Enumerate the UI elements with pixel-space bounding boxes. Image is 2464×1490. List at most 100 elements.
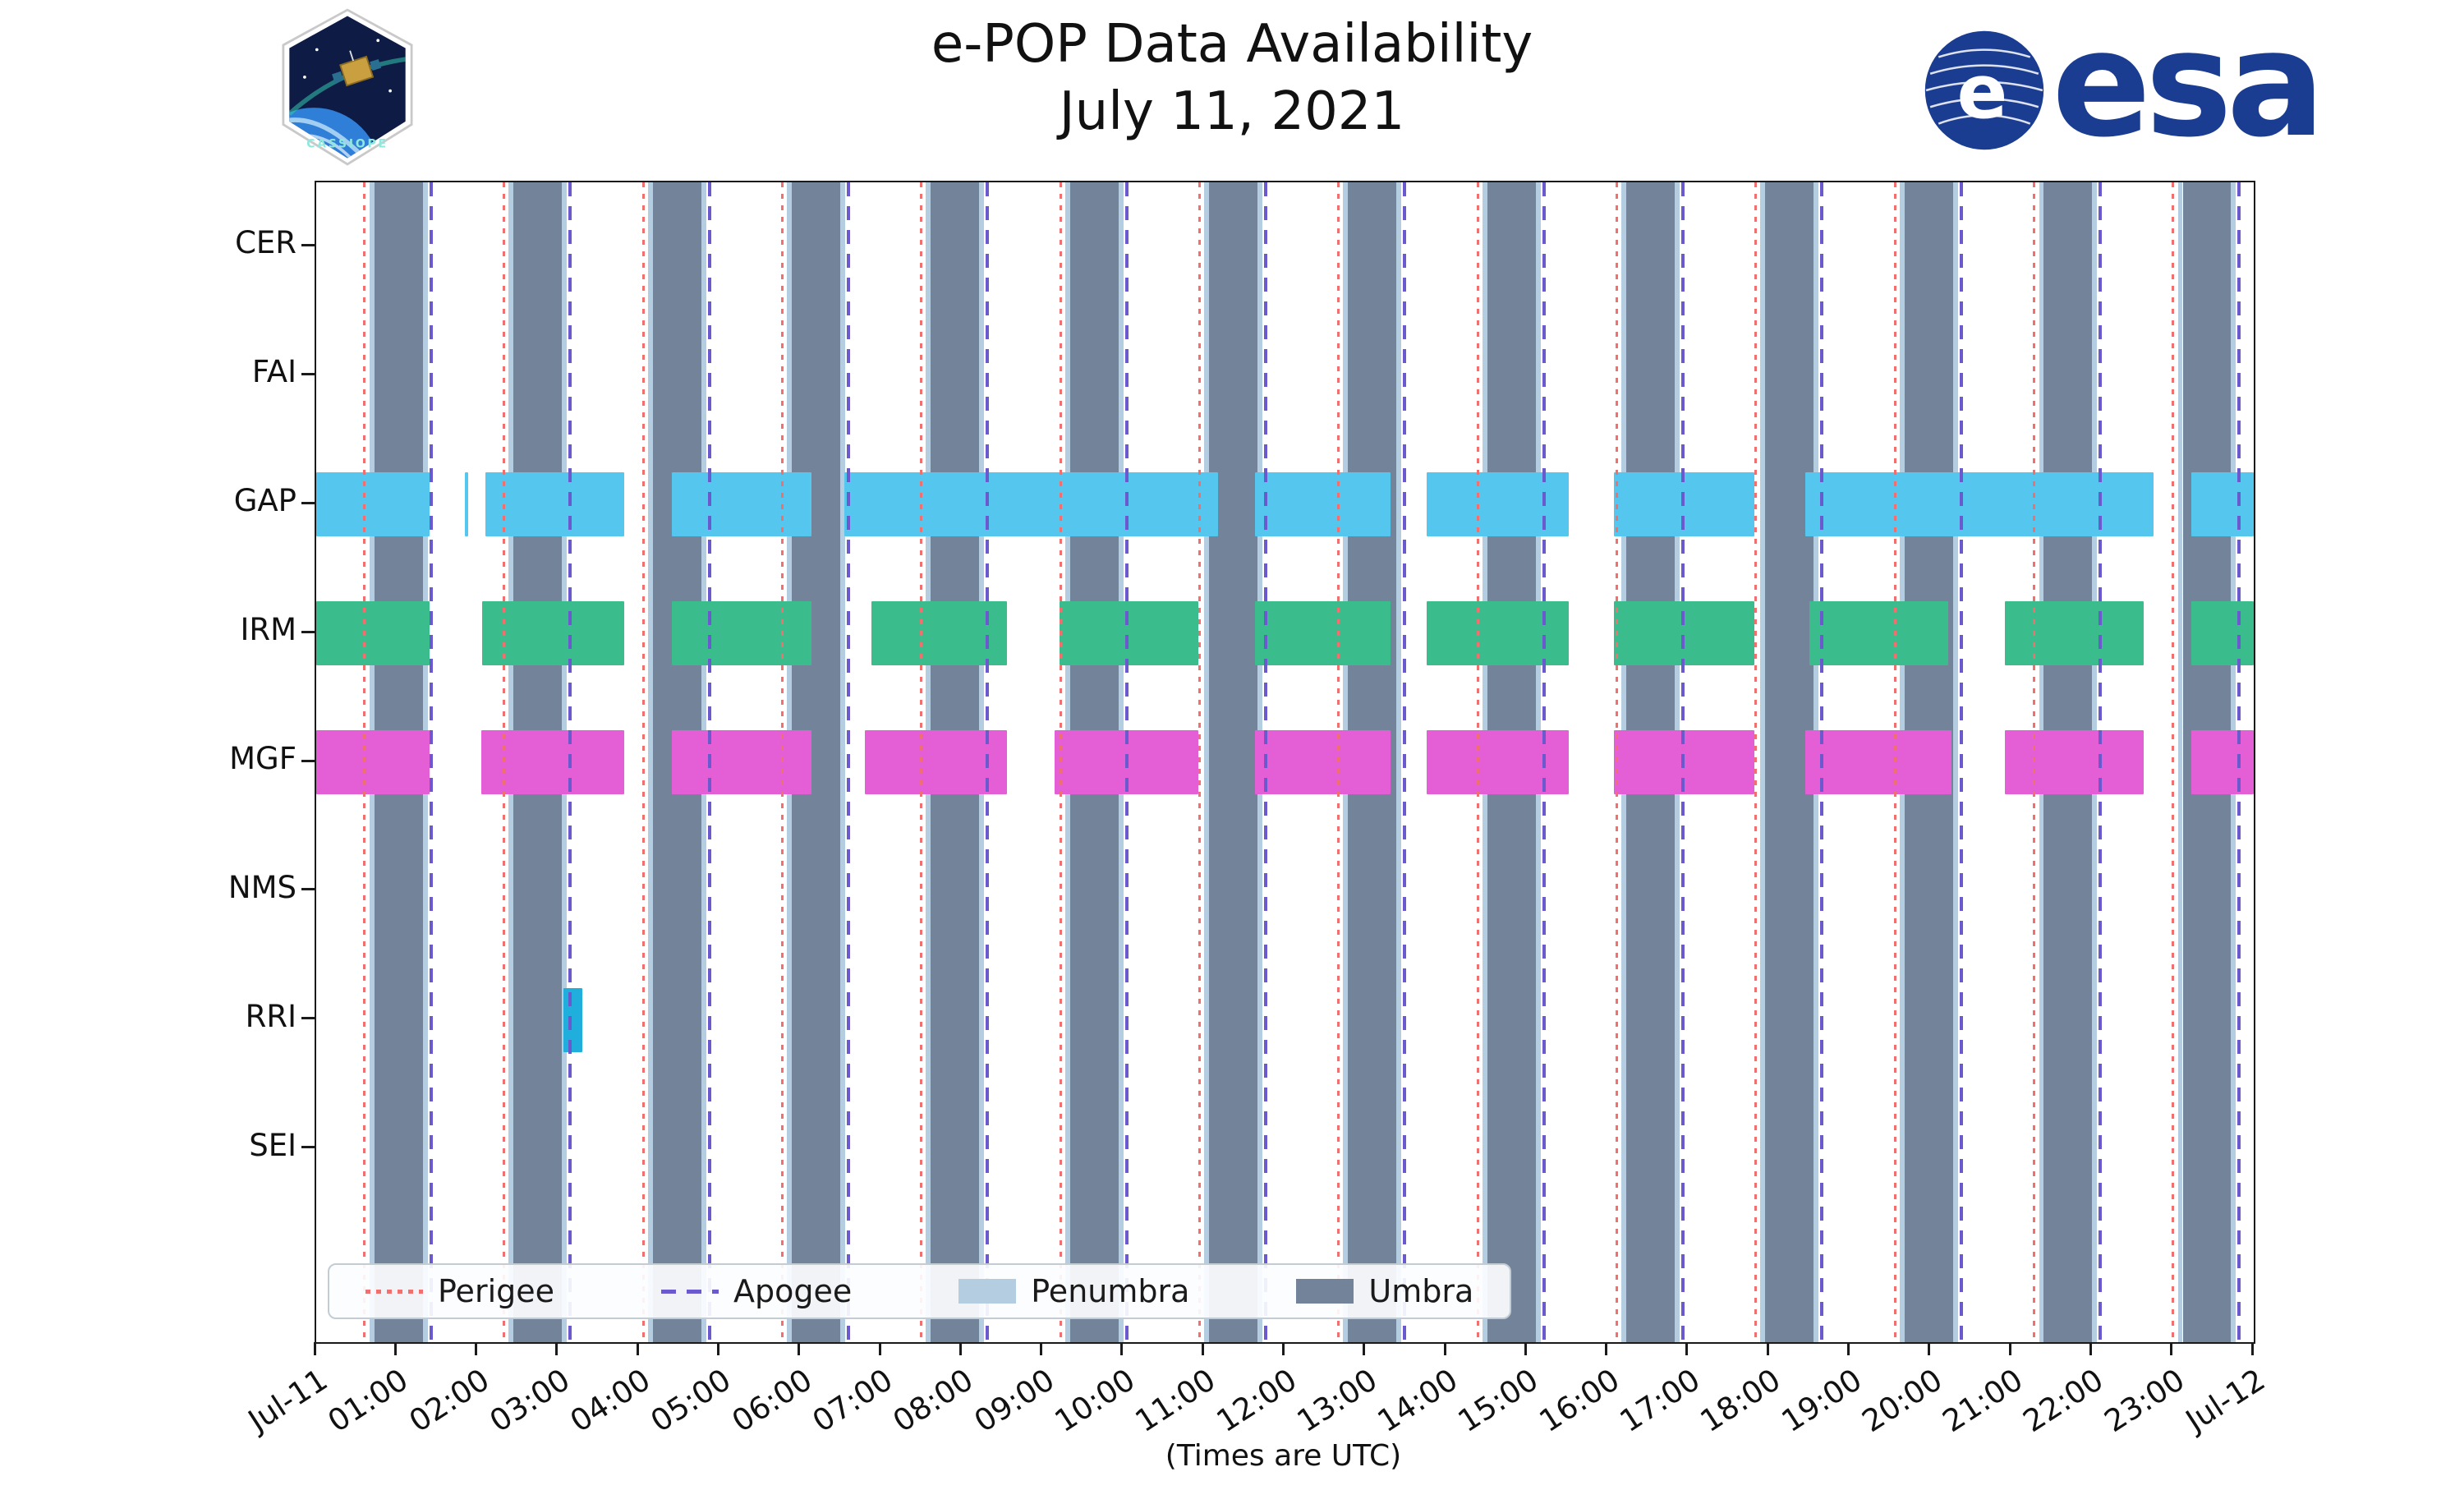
x-tick-mark xyxy=(1847,1342,1850,1355)
x-tick-mark xyxy=(1685,1342,1689,1355)
plot-area: Perigee Apogee Penumbra Umbra xyxy=(315,181,2255,1344)
availability-bar-gap xyxy=(672,472,811,537)
perigee-line xyxy=(502,182,505,1342)
esa-logo: e esa xyxy=(1922,11,2325,158)
x-tick-mark xyxy=(1363,1342,1366,1355)
x-tick-mark xyxy=(1605,1342,1608,1355)
x-tick-mark xyxy=(958,1342,962,1355)
x-tick-mark xyxy=(393,1342,397,1355)
y-tick-label: RRI xyxy=(245,998,297,1034)
legend-label: Penumbra xyxy=(1031,1273,1190,1309)
cassiope-mission-patch: CASSIOPE xyxy=(271,7,424,171)
y-tick-label: CER xyxy=(235,225,297,261)
apogee-line xyxy=(1681,182,1685,1342)
x-tick-mark xyxy=(878,1342,881,1355)
legend-swatch-dashed-line xyxy=(661,1289,719,1294)
availability-bar-irm xyxy=(1809,601,1949,666)
y-tick-mark xyxy=(301,243,315,246)
x-tick-mark xyxy=(1524,1342,1527,1355)
availability-bar-gap xyxy=(1805,472,2154,537)
perigee-line xyxy=(1894,182,1897,1342)
availability-bar-gap xyxy=(464,472,468,537)
x-tick-mark xyxy=(1443,1342,1446,1355)
y-tick-label: SEI xyxy=(249,1127,297,1163)
satellite-icon xyxy=(332,50,382,87)
esa-emblem-icon: e xyxy=(1925,30,2044,150)
penumbra-band xyxy=(1396,182,1402,1342)
x-tick-mark xyxy=(1766,1342,1769,1355)
availability-bar-irm xyxy=(871,601,1008,666)
apogee-line xyxy=(985,182,989,1342)
x-tick-mark xyxy=(1040,1342,1043,1355)
availability-bar-irm xyxy=(672,601,811,666)
availability-bar-irm xyxy=(2191,601,2254,666)
availability-bar-gap xyxy=(316,472,430,537)
penumbra-band xyxy=(1204,182,1210,1342)
x-tick-mark xyxy=(1928,1342,1931,1355)
legend-item: Penumbra xyxy=(958,1273,1189,1309)
apogee-line xyxy=(1960,182,1964,1342)
availability-bar-rri xyxy=(563,987,583,1052)
penumbra-band xyxy=(1760,182,1766,1342)
x-axis-label: (Times are UTC) xyxy=(1165,1439,1402,1473)
x-tick-mark xyxy=(1120,1342,1124,1355)
apogee-line xyxy=(2099,182,2103,1342)
apogee-line xyxy=(1263,182,1267,1342)
legend-item: Umbra xyxy=(1296,1273,1473,1309)
perigee-line xyxy=(780,182,784,1342)
y-tick-label: IRM xyxy=(240,612,297,648)
availability-bar-mgf xyxy=(1427,730,1570,794)
availability-bar-irm xyxy=(2005,601,2145,666)
x-tick-mark xyxy=(2250,1342,2254,1355)
availability-bar-irm xyxy=(316,601,430,666)
legend-swatch-patch xyxy=(958,1279,1017,1304)
availability-bar-irm xyxy=(482,601,625,666)
availability-bar-gap xyxy=(485,472,625,537)
y-tick-label: FAI xyxy=(251,354,297,390)
availability-bar-mgf xyxy=(865,730,1008,794)
x-tick-mark xyxy=(1282,1342,1285,1355)
perigee-line xyxy=(1754,182,1758,1342)
apogee-line xyxy=(707,182,711,1342)
legend-item: Perigee xyxy=(365,1273,554,1309)
penumbra-band xyxy=(1953,182,1959,1342)
availability-bar-mgf xyxy=(1805,730,1952,794)
apogee-line xyxy=(2237,182,2241,1342)
perigee-line xyxy=(2033,182,2036,1342)
x-tick-mark xyxy=(555,1342,559,1355)
availability-bar-mgf xyxy=(672,730,811,794)
x-tick-mark xyxy=(636,1342,639,1355)
x-tick-mark xyxy=(313,1342,316,1355)
y-tick-mark xyxy=(301,1017,315,1020)
perigee-line xyxy=(363,182,366,1342)
y-tick-mark xyxy=(301,501,315,504)
availability-bar-gap xyxy=(844,472,1218,537)
apogee-line xyxy=(1402,182,1406,1342)
y-tick-mark xyxy=(301,630,315,633)
apogee-line xyxy=(429,182,433,1342)
x-tick-mark xyxy=(2089,1342,2092,1355)
y-tick-label: GAP xyxy=(233,483,297,519)
umbra-band xyxy=(1209,182,1258,1342)
penumbra-band xyxy=(2177,182,2183,1342)
x-tick-mark xyxy=(2008,1342,2011,1355)
perigee-line xyxy=(1476,182,1479,1342)
perigee-line xyxy=(2172,182,2175,1342)
x-tick-mark xyxy=(2170,1342,2173,1355)
availability-bar-mgf xyxy=(1255,730,1391,794)
availability-bar-mgf xyxy=(2005,730,2145,794)
availability-bar-irm xyxy=(1255,601,1391,666)
x-tick-mark xyxy=(1201,1342,1204,1355)
legend: Perigee Apogee Penumbra Umbra xyxy=(328,1263,1512,1319)
legend-swatch-patch xyxy=(1296,1279,1354,1304)
y-tick-mark xyxy=(301,372,315,375)
legend-label: Apogee xyxy=(733,1273,853,1309)
title-block: e-POP Data Availability July 11, 2021 xyxy=(0,11,2464,146)
perigee-line xyxy=(641,182,645,1342)
y-tick-mark xyxy=(301,759,315,762)
availability-bar-mgf xyxy=(2191,730,2254,794)
availability-bar-mgf xyxy=(316,730,430,794)
perigee-line xyxy=(1615,182,1618,1342)
perigee-line xyxy=(1059,182,1062,1342)
x-tick-mark xyxy=(798,1342,801,1355)
